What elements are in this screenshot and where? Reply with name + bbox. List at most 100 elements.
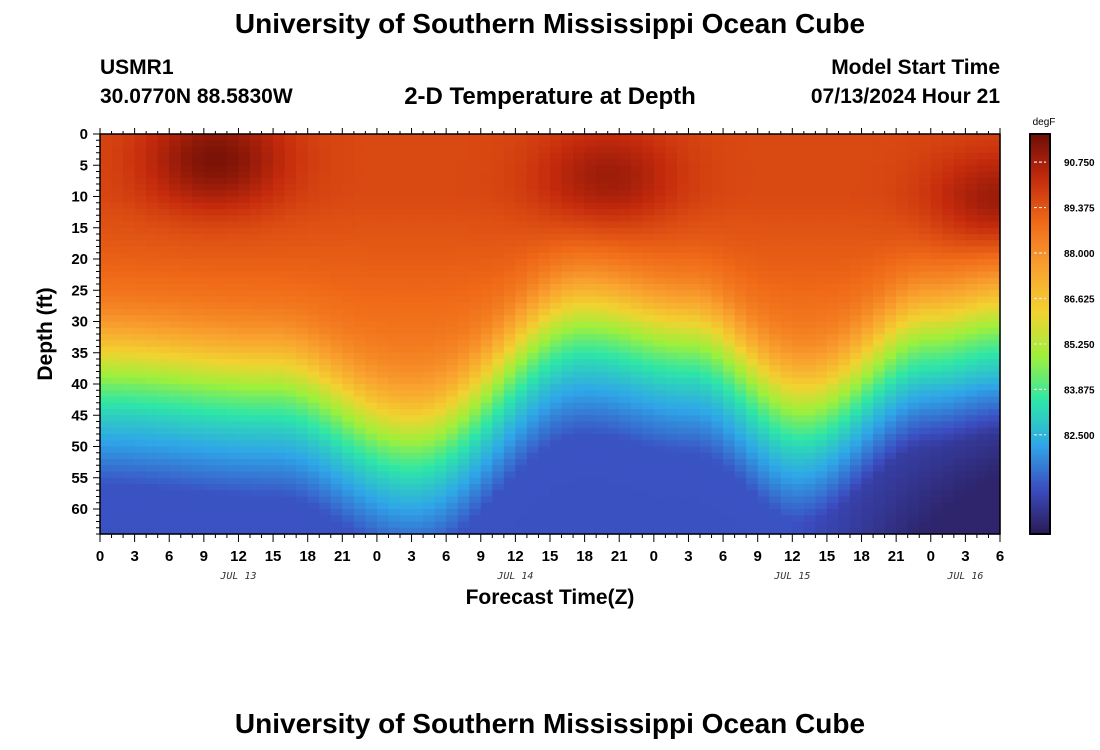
heatmap-cell xyxy=(111,221,124,229)
heatmap-cell xyxy=(711,427,724,435)
heatmap-cell xyxy=(942,490,955,498)
heatmap-cell xyxy=(434,327,447,335)
heatmap-cell xyxy=(400,440,413,448)
heatmap-cell xyxy=(307,427,320,435)
heatmap-cell xyxy=(388,159,401,166)
heatmap-cell xyxy=(930,352,943,360)
heatmap-cell xyxy=(780,421,793,429)
heatmap-cell xyxy=(400,271,413,279)
heatmap-cell xyxy=(653,277,666,285)
heatmap-cell xyxy=(273,427,286,435)
heatmap-cell xyxy=(284,427,297,435)
heatmap-cell xyxy=(515,146,528,154)
heatmap-cell xyxy=(642,409,655,416)
heatmap-cell xyxy=(907,221,920,229)
heatmap-cell xyxy=(757,496,770,504)
heatmap-cell xyxy=(353,415,366,423)
heatmap-cell xyxy=(353,221,366,229)
heatmap-cell xyxy=(584,471,597,479)
heatmap-cell xyxy=(457,327,470,335)
heatmap-cell xyxy=(873,509,886,516)
heatmap-cell xyxy=(353,371,366,379)
heatmap-cell xyxy=(757,390,770,398)
heatmap-cell xyxy=(988,146,1001,154)
heatmap-cell xyxy=(573,165,586,173)
heatmap-cell xyxy=(296,415,309,423)
heatmap-cell xyxy=(746,296,759,304)
heatmap-cell xyxy=(457,352,470,360)
heatmap-cell xyxy=(157,221,170,229)
heatmap-cell xyxy=(261,390,274,398)
heatmap-cell xyxy=(757,371,770,379)
heatmap-cell xyxy=(434,527,447,535)
heatmap-cell xyxy=(653,496,666,504)
heatmap-cell xyxy=(111,340,124,348)
heatmap-cell xyxy=(480,265,493,273)
heatmap-cell xyxy=(411,509,424,516)
heatmap-cell xyxy=(723,515,736,523)
heatmap-cell xyxy=(503,459,516,466)
heatmap-cell xyxy=(169,371,182,379)
heatmap-cell xyxy=(826,471,840,479)
heatmap-cell xyxy=(492,134,505,141)
heatmap-cell xyxy=(550,134,563,141)
heatmap-cell xyxy=(873,321,886,329)
heatmap-cell xyxy=(515,327,528,335)
heatmap-cell xyxy=(746,196,759,204)
heatmap-cell xyxy=(492,302,505,310)
heatmap-cell xyxy=(838,321,851,329)
heatmap-cell xyxy=(573,284,586,291)
heatmap-cell xyxy=(515,359,528,366)
heatmap-cell xyxy=(746,177,759,185)
heatmap-cell xyxy=(296,365,309,373)
heatmap-cell xyxy=(850,384,863,391)
heatmap-cell xyxy=(376,484,390,491)
heatmap-cell xyxy=(238,477,251,485)
heatmap-cell xyxy=(619,202,632,210)
heatmap-cell xyxy=(365,152,378,160)
heatmap-cell xyxy=(861,440,874,448)
heatmap-cell xyxy=(976,327,990,335)
heatmap-cell xyxy=(919,202,932,210)
heatmap-cell xyxy=(907,421,920,429)
heatmap-cell xyxy=(815,134,828,141)
heatmap-cell xyxy=(515,521,528,529)
heatmap-cell xyxy=(353,359,366,366)
heatmap-cell xyxy=(884,509,897,516)
heatmap-cell xyxy=(480,252,493,260)
heatmap-cell xyxy=(434,515,447,523)
heatmap-cell xyxy=(746,459,759,466)
heatmap-cell xyxy=(330,246,343,254)
heatmap-cell xyxy=(180,427,193,435)
heatmap-cell xyxy=(446,396,459,404)
heatmap-cell xyxy=(180,159,193,166)
heatmap-cell xyxy=(157,521,170,529)
heatmap-cell xyxy=(273,390,286,398)
heatmap-cell xyxy=(630,284,643,291)
heatmap-cell xyxy=(480,177,493,185)
heatmap-cell xyxy=(480,159,493,166)
heatmap-cell xyxy=(492,259,505,266)
heatmap-cell xyxy=(342,259,355,266)
heatmap-cell xyxy=(480,434,493,441)
heatmap-cell xyxy=(469,459,482,466)
heatmap-cell xyxy=(746,134,759,141)
heatmap-cell xyxy=(734,246,747,254)
heatmap-cell xyxy=(515,321,528,329)
heatmap-cell xyxy=(700,327,713,335)
heatmap-cell xyxy=(630,346,643,354)
heatmap-cell xyxy=(826,290,840,298)
heatmap-cell xyxy=(423,340,436,348)
heatmap-cell xyxy=(411,477,424,485)
heatmap-cell xyxy=(111,421,124,429)
heatmap-cell xyxy=(123,465,136,473)
heatmap-cell xyxy=(630,140,643,148)
heatmap-cell xyxy=(965,415,978,423)
heatmap-cell xyxy=(307,352,320,360)
heatmap-cell xyxy=(480,271,493,279)
heatmap-cell xyxy=(100,421,113,429)
heatmap-cell xyxy=(596,409,609,416)
heatmap-cell xyxy=(503,296,516,304)
heatmap-cell xyxy=(146,159,159,166)
heatmap-cell xyxy=(180,321,193,329)
